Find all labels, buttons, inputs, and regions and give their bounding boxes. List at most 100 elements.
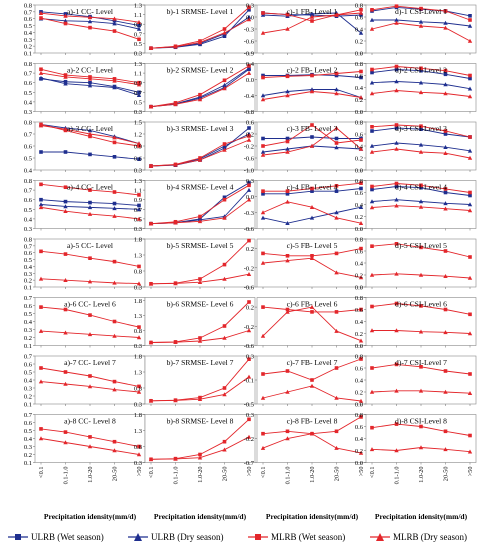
plot-frame xyxy=(34,355,146,405)
subplot-26: 0.3 0.8 1.3 1.8 b)-7 SRMSE- Level 7 xyxy=(134,354,256,409)
y-tick-label: 0.3 xyxy=(134,285,142,292)
data-point xyxy=(358,30,364,35)
y-tick-label: 0.4 xyxy=(355,436,364,443)
data-point xyxy=(137,384,141,389)
data-point xyxy=(359,246,363,251)
y-tick-label: 0.8 xyxy=(134,328,142,335)
data-point xyxy=(38,123,44,128)
subplot-3: -0.9 -0.6 -0.3 0.0 0.3 c)-1 FB- Level 1 xyxy=(244,3,368,58)
data-point xyxy=(63,330,68,335)
subplot-14: 0.3 0.5 0.7 0.9 1.1 1.3 b)-4 SRMSE- Level 4 xyxy=(134,178,256,233)
x-tick-label: <0.1 xyxy=(148,467,155,478)
data-point xyxy=(358,450,364,455)
data-point xyxy=(419,66,423,71)
legend-label: ULRB (Dry season) xyxy=(151,532,224,542)
data-point xyxy=(222,78,227,83)
y-tick-label: 1.2 xyxy=(134,132,142,139)
y-tick-label: 0.8 xyxy=(355,354,363,361)
data-point xyxy=(468,433,472,438)
data-point xyxy=(468,193,472,198)
y-tick-label: 0.7 xyxy=(24,71,33,78)
data-point xyxy=(309,204,315,209)
y-tick-label: 0.5 xyxy=(24,156,32,163)
data-point xyxy=(418,272,424,277)
data-point xyxy=(222,335,227,340)
y-tick-label: 0.3 xyxy=(24,327,32,334)
y-tick-label: 0.5 xyxy=(24,90,32,97)
data-point xyxy=(419,424,423,429)
data-point xyxy=(369,91,375,96)
data-point xyxy=(334,251,339,256)
data-point xyxy=(222,386,227,390)
y-tick-label: 0.3 xyxy=(134,343,142,350)
data-point xyxy=(136,26,142,31)
data-point xyxy=(38,70,44,75)
data-point xyxy=(260,30,266,35)
subplot-21: 0.10.20.30.40.50.60.7a)-6 CC- Level 6 xyxy=(24,295,146,350)
data-point xyxy=(419,245,423,250)
subplot-5: 0.3 0.4 0.5 0.6 0.7 0.8 a)-2 CC- Level xyxy=(24,61,146,116)
y-tick-label: 0.2 xyxy=(355,331,363,338)
subplot-8: 0.0 0.2 0.4 0.6 0.8 d)-2 CSI-Level 2 xyxy=(355,61,477,116)
y-tick-label: 0.2 xyxy=(246,305,254,312)
data-point xyxy=(222,195,227,200)
data-point xyxy=(370,67,374,72)
data-point xyxy=(285,254,290,258)
data-point xyxy=(222,30,227,35)
data-point xyxy=(309,11,315,16)
data-point xyxy=(39,427,43,431)
x-tick-label: >50 xyxy=(358,467,365,477)
data-point xyxy=(467,23,473,28)
data-point xyxy=(443,447,448,452)
data-point xyxy=(222,324,227,328)
data-point xyxy=(197,397,203,401)
y-tick-label: 0.4 xyxy=(24,264,33,271)
data-point xyxy=(358,95,364,100)
y-tick-label: 1.3 xyxy=(134,3,142,10)
subplot-title: a)-2 CC- Level xyxy=(67,66,113,75)
data-point xyxy=(88,374,92,378)
data-point xyxy=(418,204,424,209)
data-point xyxy=(334,366,339,370)
data-point xyxy=(260,210,266,215)
y-tick-label: 0.7 xyxy=(24,243,33,250)
y-tick-label: 0.4 xyxy=(355,261,364,268)
data-point xyxy=(394,448,399,453)
data-point xyxy=(418,90,424,95)
y-tick-label: 0.6 xyxy=(24,16,33,23)
y-tick-label: 0.5 xyxy=(134,41,142,48)
data-point xyxy=(443,25,448,30)
data-point xyxy=(334,215,339,220)
data-point xyxy=(358,275,364,280)
subplot-15: -0.6 -0.3 0.0 0.3 c)-4 FB- Level 4 xyxy=(244,178,368,233)
y-tick-label: 0.0 xyxy=(355,51,363,58)
data-point xyxy=(148,398,154,403)
data-point xyxy=(285,26,290,31)
y-tick-label: -0.3 xyxy=(244,210,254,217)
subplot-title: b)-4 SRMSE- Level 4 xyxy=(167,183,234,192)
subplot-title: a)-6 CC- Level 6 xyxy=(64,300,116,309)
data-point xyxy=(467,275,473,280)
data-point xyxy=(418,445,424,450)
data-point xyxy=(358,338,364,343)
y-tick-label: 0.6 xyxy=(24,362,33,369)
y-tick-label: 0.4 xyxy=(24,216,33,223)
y-tick-label: 0.2 xyxy=(24,278,32,285)
subplot-title: b)-1 SRMSE- Level 1 xyxy=(167,7,234,16)
data-point xyxy=(443,201,448,206)
y-tick-label: 0.0 xyxy=(355,460,363,467)
x-tick-label: 20-50 xyxy=(443,467,450,482)
data-point xyxy=(88,134,92,139)
data-point xyxy=(112,280,117,285)
y-tick-label: -0.9 xyxy=(244,51,254,58)
data-point xyxy=(148,104,154,109)
data-point xyxy=(310,189,314,193)
data-point xyxy=(261,305,265,309)
data-point xyxy=(285,89,290,94)
y-tick-label: 0.7 xyxy=(24,412,33,419)
data-point xyxy=(419,68,423,73)
data-point xyxy=(370,184,374,189)
y-tick-label: 1.3 xyxy=(134,370,142,377)
y-tick-label: 0.3 xyxy=(24,271,32,278)
y-tick-label: 0.6 xyxy=(355,249,364,256)
